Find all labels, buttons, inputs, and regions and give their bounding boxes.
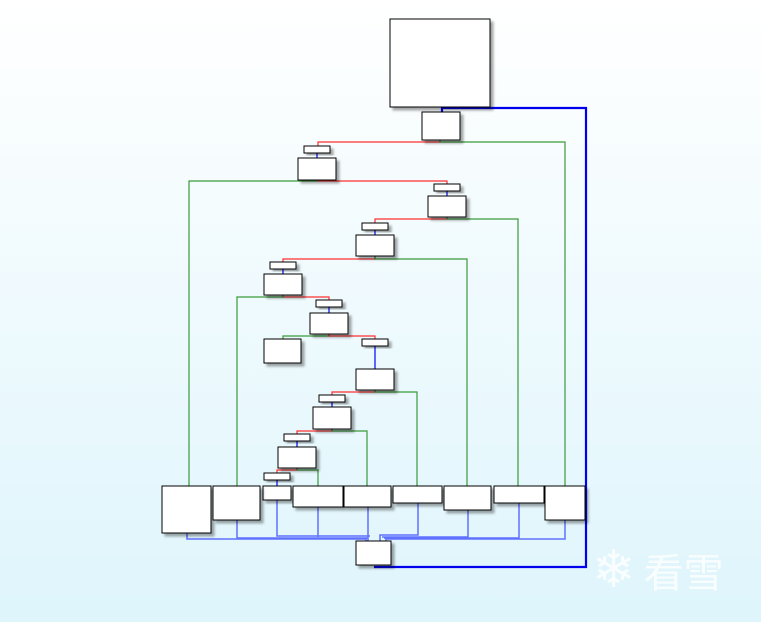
watermark: ❄ 看雪 bbox=[592, 540, 724, 600]
block[interactable] bbox=[355, 234, 395, 257]
edge-true bbox=[236, 295, 284, 486]
block[interactable] bbox=[315, 299, 343, 308]
exit-block[interactable] bbox=[355, 540, 392, 566]
edge-false bbox=[317, 140, 441, 146]
edge-true bbox=[331, 429, 368, 486]
block[interactable] bbox=[283, 433, 311, 442]
block[interactable] bbox=[303, 145, 331, 154]
edge-true bbox=[374, 256, 468, 486]
edge-false bbox=[328, 334, 376, 339]
block[interactable] bbox=[318, 394, 346, 403]
edge-true bbox=[374, 390, 418, 486]
block[interactable] bbox=[269, 261, 297, 270]
block[interactable] bbox=[263, 472, 291, 481]
block[interactable] bbox=[343, 485, 392, 508]
block[interactable] bbox=[312, 406, 352, 430]
edge-true bbox=[282, 334, 330, 339]
block[interactable] bbox=[355, 368, 395, 391]
block[interactable] bbox=[212, 485, 261, 521]
edge-false bbox=[296, 429, 333, 434]
edge-true bbox=[446, 217, 519, 486]
block[interactable] bbox=[297, 157, 337, 181]
block[interactable] bbox=[361, 222, 389, 231]
block[interactable] bbox=[263, 273, 303, 296]
edge-false bbox=[282, 295, 330, 300]
edge-true bbox=[439, 140, 566, 486]
edge-false bbox=[374, 217, 448, 223]
loop-back-edge bbox=[374, 106, 588, 569]
block[interactable] bbox=[292, 485, 344, 508]
edge-false bbox=[316, 180, 448, 184]
watermark-text: 看雪 bbox=[643, 551, 724, 597]
block[interactable] bbox=[427, 195, 467, 218]
block[interactable] bbox=[277, 446, 317, 469]
block[interactable] bbox=[263, 338, 302, 364]
edge-false bbox=[276, 468, 298, 473]
block[interactable] bbox=[493, 485, 545, 504]
block[interactable] bbox=[309, 312, 349, 335]
block[interactable] bbox=[433, 183, 461, 192]
edge-false bbox=[282, 256, 376, 262]
block[interactable] bbox=[161, 485, 212, 534]
edge-false bbox=[331, 390, 376, 395]
merge-edges bbox=[186, 500, 566, 541]
edge-true bbox=[296, 468, 319, 486]
nodes bbox=[161, 18, 586, 566]
block[interactable] bbox=[544, 485, 586, 521]
snowflake-icon: ❄ bbox=[592, 540, 636, 600]
block[interactable] bbox=[421, 111, 461, 141]
block[interactable] bbox=[443, 485, 492, 511]
block[interactable] bbox=[361, 338, 389, 347]
block[interactable] bbox=[392, 485, 443, 504]
entry-block[interactable] bbox=[389, 18, 491, 108]
block[interactable] bbox=[262, 485, 292, 501]
